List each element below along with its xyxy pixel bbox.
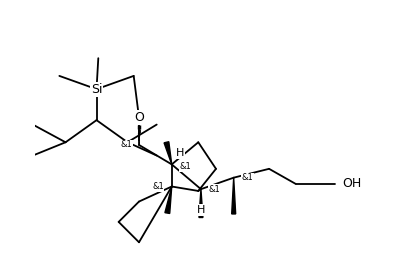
Text: Si: Si (91, 83, 102, 96)
Text: &1: &1 (180, 162, 191, 171)
Text: &1: &1 (209, 185, 221, 194)
Text: O: O (134, 111, 144, 124)
Polygon shape (164, 142, 172, 164)
Polygon shape (165, 187, 172, 213)
Text: H: H (197, 205, 205, 215)
Text: &1: &1 (242, 173, 253, 182)
Polygon shape (199, 189, 203, 217)
Text: &1: &1 (121, 140, 132, 149)
Text: H: H (176, 148, 184, 158)
Text: OH: OH (342, 177, 361, 190)
Polygon shape (232, 178, 236, 214)
Text: &1: &1 (152, 182, 164, 191)
